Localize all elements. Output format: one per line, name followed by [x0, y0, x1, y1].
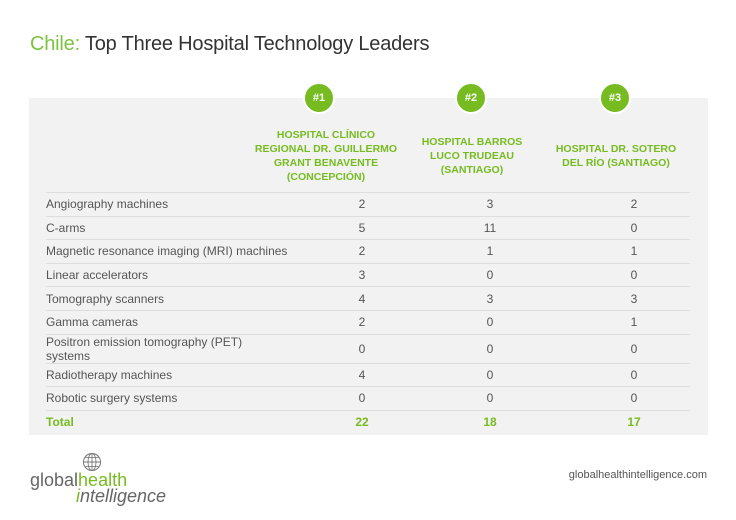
- rank-badge-1: #1: [303, 82, 335, 114]
- cell-value: 3: [562, 286, 690, 311]
- cell-value: 11: [418, 215, 562, 240]
- total-value: 22: [289, 409, 418, 434]
- logo-text-health: health: [78, 470, 128, 490]
- row-label: Robotic surgery systems: [46, 386, 289, 411]
- cell-value: 4: [289, 362, 418, 387]
- logo-text-ntelligence: ntelligence: [80, 486, 167, 506]
- row-label: Gamma cameras: [46, 309, 289, 335]
- row-label: Tomography scanners: [46, 286, 289, 311]
- title-text: Top Three Hospital Technology Leaders: [79, 33, 430, 55]
- row-label: Angiography machines: [46, 192, 289, 217]
- total-value: 18: [418, 409, 562, 434]
- cell-value: 2: [562, 192, 690, 217]
- cell-value: 2: [289, 309, 418, 335]
- cell-value: 2: [289, 192, 418, 217]
- table-row: Angiography machines 2 3 2: [46, 192, 690, 217]
- cell-value: 4: [289, 286, 418, 311]
- cell-value: 0: [418, 333, 562, 364]
- row-label: Linear accelerators: [46, 262, 289, 287]
- cell-value: 0: [562, 333, 690, 364]
- cell-value: 3: [418, 286, 562, 311]
- table-row: Radiotherapy machines 4 0 0: [46, 362, 690, 387]
- column-header-2: HOSPITAL BARROS LUCO TRUDEAU (SANTIAGO): [421, 136, 523, 176]
- row-label: Positron emission tomography (PET) syste…: [46, 333, 289, 364]
- table-row: Magnetic resonance imaging (MRI) machine…: [46, 239, 690, 264]
- total-label: Total: [46, 409, 289, 434]
- cell-value: 2: [289, 239, 418, 264]
- cell-value: 0: [418, 386, 562, 411]
- cell-value: 0: [418, 362, 562, 387]
- cell-value: 0: [562, 215, 690, 240]
- logo-line-2: intelligence: [76, 486, 166, 507]
- cell-value: 0: [562, 386, 690, 411]
- total-value: 17: [562, 409, 690, 434]
- website-url: globalhealthintelligence.com: [568, 469, 707, 481]
- cell-value: 1: [418, 239, 562, 264]
- column-header-3: HOSPITAL DR. SOTERO DEL RÍO (SANTIAGO): [555, 143, 677, 169]
- table-row: Gamma cameras 2 0 1: [46, 309, 690, 335]
- cell-value: 0: [562, 362, 690, 387]
- brand-logo: globalhealth intelligence: [30, 452, 170, 508]
- rank-badge-3: #3: [599, 82, 631, 114]
- cell-value: 0: [418, 309, 562, 335]
- cell-value: 1: [562, 239, 690, 264]
- globe-icon: [83, 453, 101, 471]
- cell-value: 0: [418, 262, 562, 287]
- cell-value: 3: [418, 192, 562, 217]
- logo-text-global: global: [30, 470, 79, 490]
- total-row: Total 22 18 17: [46, 409, 690, 434]
- table-row: Robotic surgery systems 0 0 0: [46, 386, 690, 411]
- rank-badge-2: #2: [455, 82, 487, 114]
- cell-value: 1: [562, 309, 690, 335]
- cell-value: 0: [289, 386, 418, 411]
- logo-line-1: globalhealth: [30, 470, 127, 491]
- cell-value: 3: [289, 262, 418, 287]
- cell-value: 0: [289, 333, 418, 364]
- equipment-table: Angiography machines 2 3 2 C-arms 5 11 0…: [46, 192, 690, 434]
- page-title: Chile: Top Three Hospital Technology Lea…: [30, 33, 429, 56]
- table-row: Linear accelerators 3 0 0: [46, 262, 690, 287]
- table-row: Positron emission tomography (PET) syste…: [46, 333, 690, 364]
- table-row: C-arms 5 11 0: [46, 215, 690, 240]
- row-label: C-arms: [46, 215, 289, 240]
- cell-value: 5: [289, 215, 418, 240]
- row-label: Magnetic resonance imaging (MRI) machine…: [46, 239, 289, 264]
- column-header-1: HOSPITAL CLÍNICO REGIONAL DR. GUILLERMO …: [254, 129, 398, 183]
- title-country: Chile:: [30, 33, 80, 55]
- row-label: Radiotherapy machines: [46, 362, 289, 387]
- cell-value: 0: [562, 262, 690, 287]
- logo-text-i: i: [76, 486, 80, 506]
- table-row: Tomography scanners 4 3 3: [46, 286, 690, 311]
